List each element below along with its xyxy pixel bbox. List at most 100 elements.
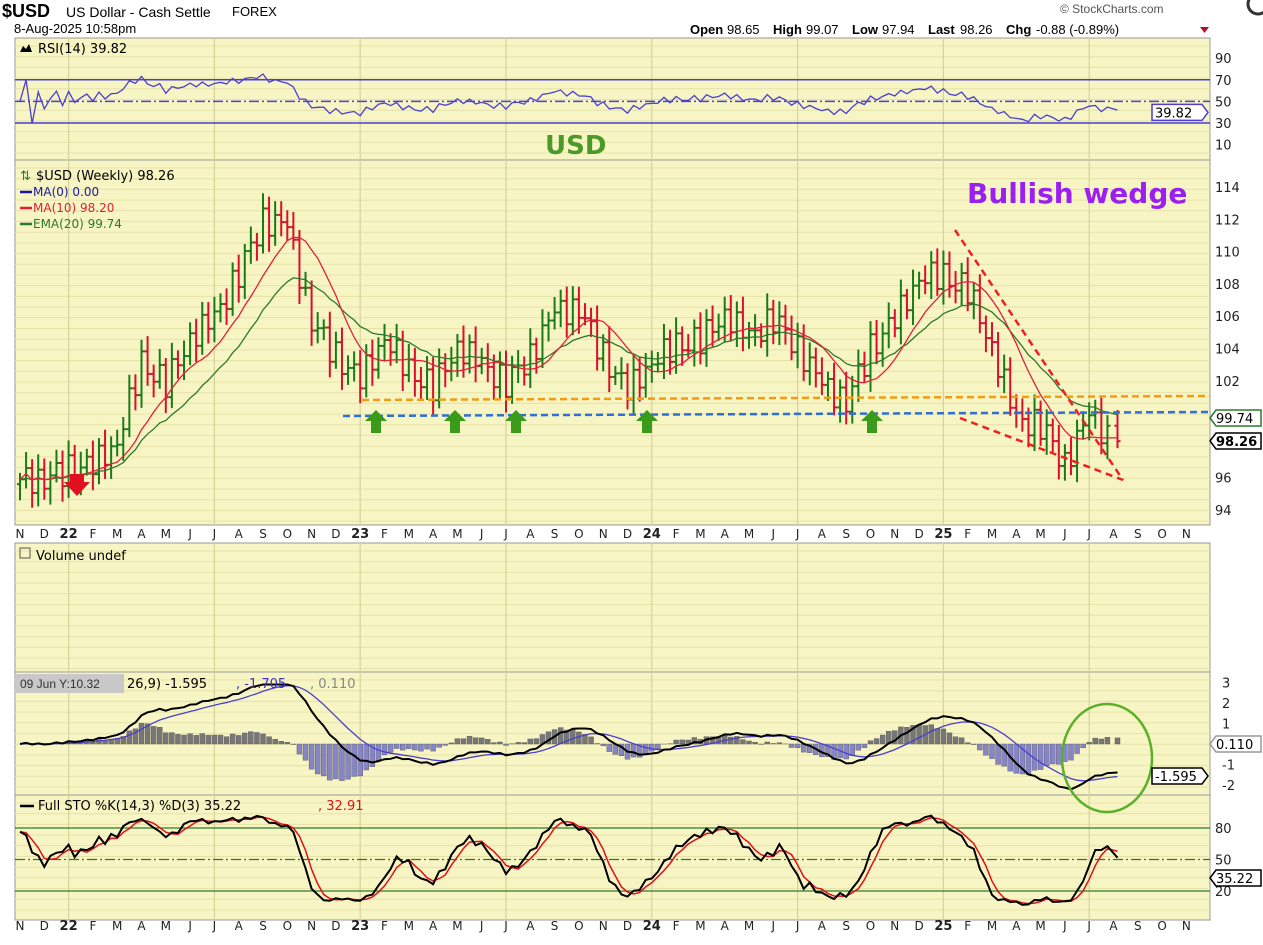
price-bar — [691, 319, 698, 367]
price-bar — [144, 336, 151, 386]
x-tick-label: F — [673, 527, 680, 541]
tag-box — [1209, 432, 1262, 450]
price-bar — [1061, 444, 1068, 481]
macd-hist-bar — [430, 743, 436, 752]
exchange: FOREX — [232, 4, 277, 19]
price-bar — [812, 347, 819, 388]
x-tick-label: M — [695, 919, 705, 933]
price-bar — [266, 196, 273, 252]
tag-box — [1151, 767, 1209, 785]
x-tick-label: N — [16, 527, 25, 541]
tag-text: 39.82 — [1155, 106, 1192, 121]
macd-hist-bar — [794, 743, 801, 749]
macd-hist-bar — [1098, 738, 1105, 745]
volume-label: Volume undef — [36, 549, 126, 564]
x-tick-label: S — [551, 527, 559, 541]
macd-hist-bar — [205, 734, 212, 745]
macd-hist-bar — [971, 743, 977, 745]
macd-hist-bar — [928, 724, 934, 745]
price-bar — [150, 364, 157, 398]
price-bar — [946, 251, 953, 298]
tag-box — [1209, 869, 1262, 887]
macd-hist-bar — [867, 740, 874, 745]
up-arrow-icon — [505, 410, 527, 433]
price-bar — [205, 302, 212, 344]
usd-annotation: USD — [545, 131, 606, 161]
price-bar — [818, 357, 825, 395]
macd-hist-bar — [861, 743, 868, 748]
rsi-tick-label: 70 — [1215, 74, 1232, 89]
macd-hist-bar — [169, 732, 175, 745]
x-tick-label: J — [479, 919, 484, 933]
price-bar — [332, 331, 339, 369]
x-tick-label: F — [673, 919, 680, 933]
tag-box — [1209, 409, 1262, 427]
price-bar — [964, 257, 971, 312]
price-bar — [375, 337, 382, 379]
price-bar — [551, 296, 558, 330]
price-bar — [824, 371, 831, 401]
price-bar — [247, 226, 254, 264]
x-tick-label: A — [235, 919, 244, 933]
up-arrow-icon — [636, 410, 658, 433]
x-tick-label: J — [1086, 919, 1091, 933]
x-tick-label: M — [112, 527, 122, 541]
price-bar — [156, 348, 163, 389]
macd-hist-bar — [977, 743, 983, 751]
macd-tick-label: 3 — [1222, 677, 1230, 692]
price-bar — [648, 350, 655, 383]
x-tick-label: S — [842, 919, 850, 933]
macd-hist-bar — [217, 734, 224, 745]
x-tick-label: A — [526, 919, 535, 933]
macd-hist-bar — [709, 736, 716, 745]
macd-tick-label: 2 — [1222, 697, 1230, 712]
price-bar — [885, 302, 892, 349]
macd-hist-bar — [1043, 743, 1050, 767]
price-bar — [606, 326, 613, 393]
x-tick-label: A — [137, 919, 146, 933]
edit-icon[interactable] — [1246, 0, 1263, 16]
x-tick-label: 22 — [60, 527, 78, 542]
macd-hist-bar — [776, 742, 783, 745]
price-bar — [703, 309, 710, 367]
x-tick-label: F — [89, 527, 96, 541]
x-tick-label: F — [381, 527, 388, 541]
x-tick-label: M — [161, 919, 171, 933]
price-bar — [721, 296, 728, 343]
x-tick-label: M — [112, 919, 122, 933]
macd-hist-bar — [940, 728, 947, 745]
x-tick-label: A — [721, 919, 730, 933]
macd-hist-bar — [770, 743, 776, 745]
price-bar — [995, 332, 1002, 388]
price-bar — [667, 329, 674, 375]
macd-hist-bar — [527, 738, 533, 745]
x-tick-label: M — [987, 919, 997, 933]
resistance-line — [361, 394, 1211, 402]
price-bar — [174, 350, 181, 379]
price-bar — [545, 311, 552, 342]
price-bar — [575, 286, 582, 334]
x-tick-label: J — [503, 527, 508, 541]
x-tick-label: 24 — [643, 919, 661, 934]
price-bar — [1001, 354, 1008, 394]
macd-hist-bar — [649, 743, 655, 752]
x-tick-label: J — [479, 527, 484, 541]
macd-hist-bar — [181, 734, 187, 745]
x-tick-label: M — [1035, 919, 1045, 933]
price-bar — [782, 304, 789, 345]
sto-label: Full STO %K(14,3) %D(3) 35.22 — [38, 799, 241, 814]
rsi-label: RSI(14) 39.82 — [38, 42, 127, 57]
macd-hist-bar — [916, 724, 922, 745]
price-bar — [891, 309, 898, 338]
price-bar — [697, 312, 704, 365]
rsi-line — [19, 73, 1118, 124]
macd-hist-bar — [491, 742, 497, 745]
price-bar — [594, 305, 601, 371]
x-tick-label: O — [574, 527, 583, 541]
price-bar — [187, 322, 194, 366]
macd-hist-bar — [557, 727, 564, 745]
crosshair-tooltip — [16, 674, 124, 693]
low-value: 97.94 — [882, 22, 915, 37]
x-tick-label: J — [212, 527, 217, 541]
last-price-tag: 98.26 — [1209, 432, 1262, 450]
